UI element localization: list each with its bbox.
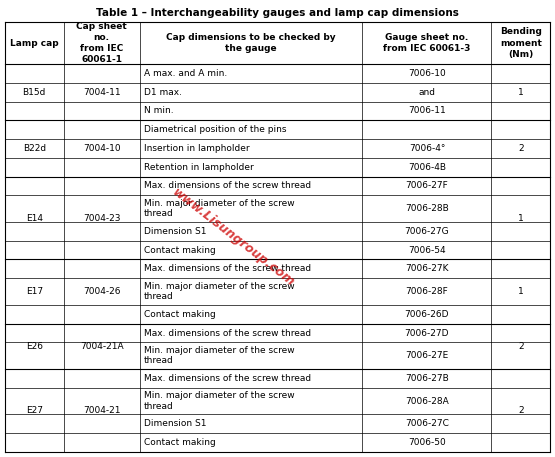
Text: Dimension S1: Dimension S1 [144,420,206,428]
Text: Table 1 – Interchangeability gauges and lamp cap dimensions: Table 1 – Interchangeability gauges and … [96,8,459,18]
Text: Min. major diameter of the screw
thread: Min. major diameter of the screw thread [144,199,294,218]
Text: Min. major diameter of the screw
thread: Min. major diameter of the screw thread [144,346,294,366]
Text: 7006-10: 7006-10 [408,69,446,78]
Text: E17: E17 [26,287,43,296]
Text: E27: E27 [26,406,43,415]
Text: 7006-27D: 7006-27D [405,329,449,338]
Text: Cap dimensions to be checked by
the gauge: Cap dimensions to be checked by the gaug… [166,33,336,53]
Text: 7006-28B: 7006-28B [405,204,449,213]
Text: 7006-4B: 7006-4B [408,163,446,172]
Text: Max. dimensions of the screw thread: Max. dimensions of the screw thread [144,264,311,273]
Text: D1 max.: D1 max. [144,88,182,96]
Text: 7006-50: 7006-50 [408,438,446,447]
Text: Diametrical position of the pins: Diametrical position of the pins [144,125,286,134]
Text: 7006-27B: 7006-27B [405,374,449,383]
Text: 2: 2 [518,144,523,153]
Text: 1: 1 [518,287,523,296]
Text: B15d: B15d [23,88,46,96]
Text: Gauge sheet no.
from IEC 60061-3: Gauge sheet no. from IEC 60061-3 [384,33,471,53]
Text: A max. and A min.: A max. and A min. [144,69,227,78]
Text: 7004-21A: 7004-21A [80,342,124,351]
Text: B22d: B22d [23,144,46,153]
Text: 7006-54: 7006-54 [408,245,446,255]
Text: N min.: N min. [144,106,173,116]
Text: Retention in lampholder: Retention in lampholder [144,163,254,172]
Text: 7004-26: 7004-26 [83,287,120,296]
Text: 7006-27E: 7006-27E [405,351,448,360]
Text: E26: E26 [26,342,43,351]
Text: 2: 2 [518,406,523,415]
Text: Insertion in lampholder: Insertion in lampholder [144,144,249,153]
Text: Max. dimensions of the screw thread: Max. dimensions of the screw thread [144,374,311,383]
Text: Bending
moment
(Nm): Bending moment (Nm) [500,27,542,58]
Text: 7006-27K: 7006-27K [405,264,448,273]
Text: 7006-27F: 7006-27F [406,181,448,191]
Text: 7004-23: 7004-23 [83,213,120,223]
Text: 7006-28F: 7006-28F [406,287,448,296]
Text: 1: 1 [518,88,523,96]
Text: Max. dimensions of the screw thread: Max. dimensions of the screw thread [144,329,311,338]
Text: 7006-27C: 7006-27C [405,420,449,428]
Text: 7006-4°: 7006-4° [408,144,445,153]
Text: Max. dimensions of the screw thread: Max. dimensions of the screw thread [144,181,311,191]
Text: 1: 1 [518,213,523,223]
Text: Contact making: Contact making [144,245,215,255]
Text: Min. major diameter of the screw
thread: Min. major diameter of the screw thread [144,282,294,301]
Text: 7004-10: 7004-10 [83,144,120,153]
Text: 7004-11: 7004-11 [83,88,120,96]
Text: 7004-21: 7004-21 [83,406,120,415]
Text: www.Lisungroup.com: www.Lisungroup.com [169,186,297,289]
Text: 2: 2 [518,342,523,351]
Text: Lamp cap: Lamp cap [10,38,59,48]
Text: Cap sheet
no.
from IEC
60061-1: Cap sheet no. from IEC 60061-1 [77,22,127,64]
Text: 7006-27G: 7006-27G [405,227,449,236]
Text: Contact making: Contact making [144,310,215,319]
Text: E14: E14 [26,213,43,223]
Text: and: and [418,88,436,96]
Text: Contact making: Contact making [144,438,215,447]
Text: Min. major diameter of the screw
thread: Min. major diameter of the screw thread [144,392,294,411]
Text: 7006-28A: 7006-28A [405,397,449,406]
Text: 7006-26D: 7006-26D [405,310,449,319]
Text: 7006-11: 7006-11 [408,106,446,116]
Text: Dimension S1: Dimension S1 [144,227,206,236]
